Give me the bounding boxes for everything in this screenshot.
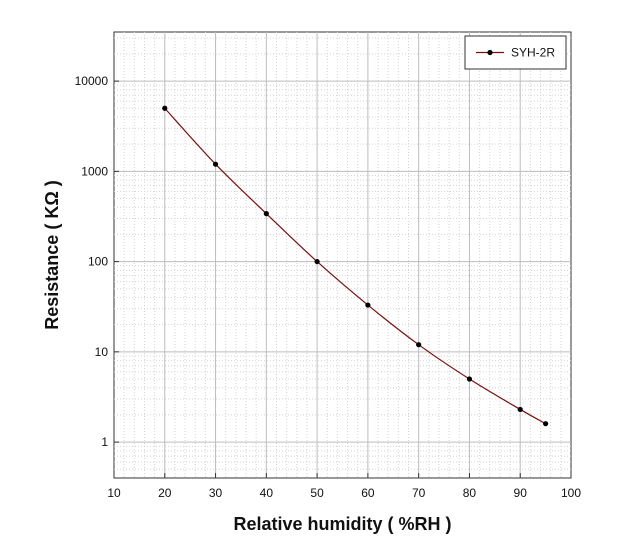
x-axis-title: Relative humidity ( %RH ) [233,514,451,534]
x-tick-label: 40 [260,486,274,500]
x-tick-label: 30 [209,486,223,500]
data-point [212,161,219,167]
x-axis-ticks: 10 20 30 40 50 60 70 80 90 100 [107,473,581,500]
y-axis-ticks: 1 10 100 1000 10000 [75,74,119,449]
data-point [162,105,168,111]
legend-label: SYH-2R [511,46,555,60]
data-point [466,376,473,382]
plot-area [113,31,572,479]
minor-grid [114,32,571,478]
y-tick-label: 10 [95,345,109,359]
data-point [416,342,422,348]
x-tick-label: 70 [412,486,426,500]
data-point [314,258,320,265]
y-axis-title: Resistance ( KΩ ) [42,180,62,329]
y-tick-label: 1000 [81,164,108,178]
data-point [365,302,371,308]
legend-marker [487,49,493,56]
series-line-syh-2r [164,107,546,425]
legend: SYH-2R [464,35,567,70]
x-tick-label: 100 [561,486,581,500]
x-tick-label: 90 [514,486,528,500]
x-tick-label: 10 [107,486,121,500]
y-tick-label: 10000 [75,74,109,88]
major-grid [114,32,571,478]
y-tick-label: 1 [101,435,108,449]
data-point [543,421,549,427]
series-layer [162,105,549,427]
x-tick-label: 50 [310,486,324,500]
x-tick-label: 80 [463,486,477,500]
y-tick-label: 100 [88,255,108,269]
x-tick-label: 20 [158,486,172,500]
data-point [517,406,523,413]
data-point [263,211,269,217]
x-tick-label: 60 [361,486,375,500]
